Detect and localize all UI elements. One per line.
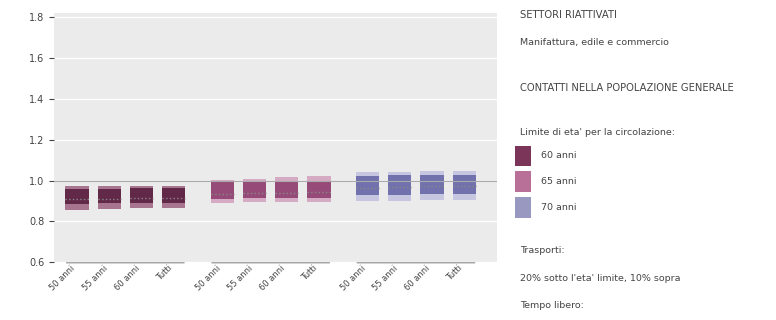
Bar: [452, 175, 476, 194]
Bar: [421, 171, 444, 200]
Bar: [514, 197, 531, 218]
Bar: [243, 179, 266, 203]
Bar: [162, 186, 185, 208]
Text: Manifattura, edile e commercio: Manifattura, edile e commercio: [520, 38, 669, 47]
Bar: [275, 178, 299, 202]
Bar: [452, 171, 476, 200]
Bar: [130, 188, 153, 203]
Bar: [275, 181, 299, 198]
Bar: [356, 172, 379, 201]
Bar: [210, 180, 234, 203]
Text: 70 anni: 70 anni: [541, 203, 577, 212]
Text: 65 anni: 65 anni: [541, 177, 577, 186]
Bar: [514, 146, 531, 166]
Bar: [388, 172, 411, 201]
Bar: [98, 186, 121, 209]
Text: CONTATTI NELLA POPOLAZIONE GENERALE: CONTATTI NELLA POPOLAZIONE GENERALE: [520, 83, 734, 93]
Bar: [514, 171, 531, 192]
Bar: [210, 182, 234, 199]
Bar: [388, 175, 411, 195]
Text: SETTORI RIATTIVATI: SETTORI RIATTIVATI: [520, 10, 617, 20]
Text: 20% sotto l'eta' limite, 10% sopra: 20% sotto l'eta' limite, 10% sopra: [520, 274, 681, 283]
Bar: [421, 175, 444, 195]
Bar: [65, 186, 88, 210]
Text: Tempo libero:: Tempo libero:: [520, 301, 584, 310]
Bar: [98, 188, 121, 204]
Bar: [307, 176, 331, 202]
Bar: [356, 176, 379, 195]
Bar: [243, 181, 266, 198]
Bar: [162, 188, 185, 203]
Text: Limite di eta' per la circolazione:: Limite di eta' per la circolazione:: [520, 128, 675, 137]
Bar: [307, 180, 331, 197]
Text: 60 anni: 60 anni: [541, 151, 577, 160]
Text: Trasporti:: Trasporti:: [520, 246, 565, 255]
Bar: [65, 189, 88, 204]
Bar: [130, 186, 153, 208]
